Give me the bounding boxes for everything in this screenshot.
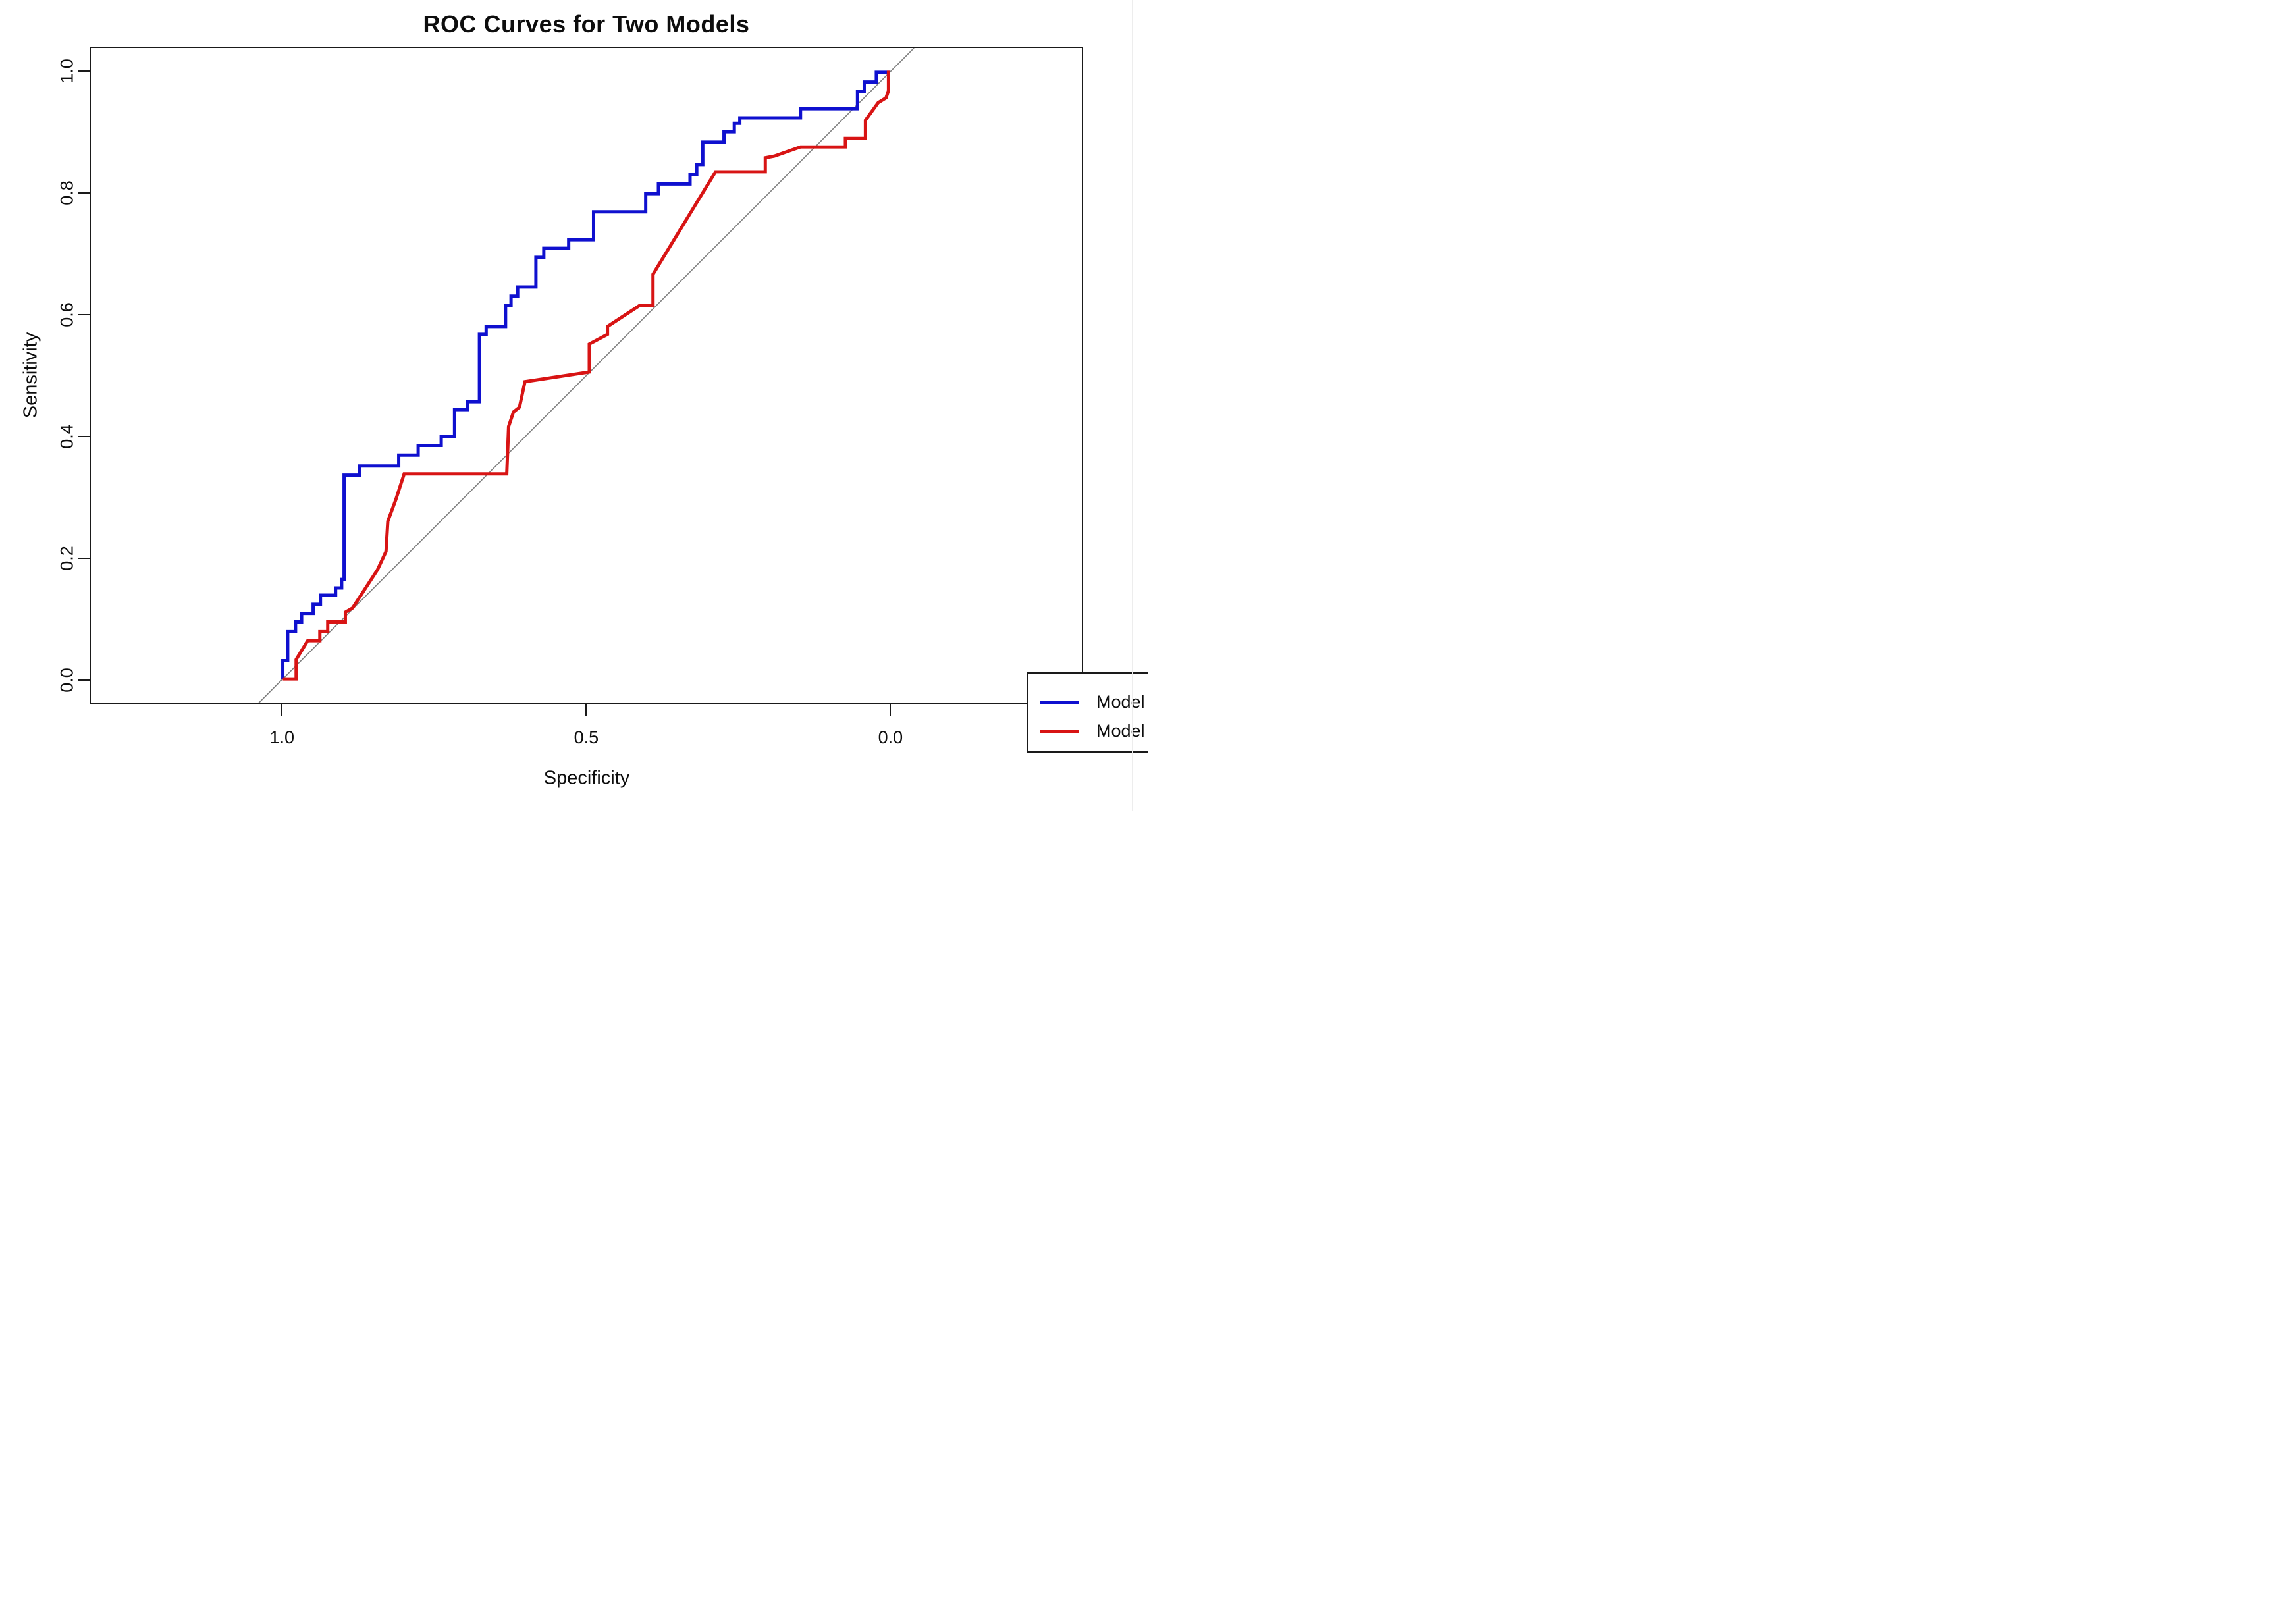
- y-tick-mark: [78, 70, 90, 72]
- legend-line-model-1-swatch: [1040, 700, 1079, 704]
- x-tick-mark: [281, 704, 283, 716]
- y-tick-label: 0.2: [57, 546, 77, 571]
- figure-canvas: ROC Curves for Two Models Model 1 Model …: [0, 0, 1148, 810]
- legend-item-model-2: Model 2: [1028, 716, 1148, 745]
- legend-label-model-2: Model 2: [1096, 720, 1148, 741]
- y-axis-title: Sensitivity: [20, 332, 41, 419]
- x-axis-title: Specificity: [543, 767, 630, 789]
- y-tick-label: 1.0: [57, 59, 77, 84]
- y-tick-mark: [78, 192, 90, 194]
- x-tick-mark: [585, 704, 587, 716]
- x-tick-mark: [890, 704, 892, 716]
- y-tick-mark: [78, 679, 90, 681]
- y-tick-mark: [78, 314, 90, 315]
- plot-area: Model 1 Model 2: [90, 47, 1148, 753]
- model-2-curve: [282, 70, 890, 681]
- roc-plot-svg: [258, 48, 915, 703]
- y-tick-label: 0.6: [57, 302, 77, 327]
- x-tick-label: 0.5: [574, 728, 599, 747]
- legend-label-model-1: Model 1: [1096, 691, 1148, 712]
- window-edge-line: [1132, 0, 1133, 810]
- legend-line-model-2-swatch: [1040, 729, 1079, 733]
- y-tick-mark: [78, 436, 90, 437]
- chance-diagonal-line: [258, 48, 915, 703]
- legend-item-model-1: Model 1: [1028, 687, 1148, 716]
- y-tick-label: 0.8: [57, 180, 77, 205]
- y-tick-mark: [78, 558, 90, 559]
- x-tick-label: 0.0: [878, 728, 903, 747]
- x-tick-label: 1.0: [269, 728, 295, 747]
- chart-title: ROC Curves for Two Models: [423, 11, 750, 38]
- y-tick-label: 0.4: [57, 424, 77, 449]
- model-1-curve: [281, 70, 890, 679]
- legend-box: Model 1 Model 2: [1027, 672, 1148, 753]
- y-tick-label: 0.0: [57, 668, 77, 693]
